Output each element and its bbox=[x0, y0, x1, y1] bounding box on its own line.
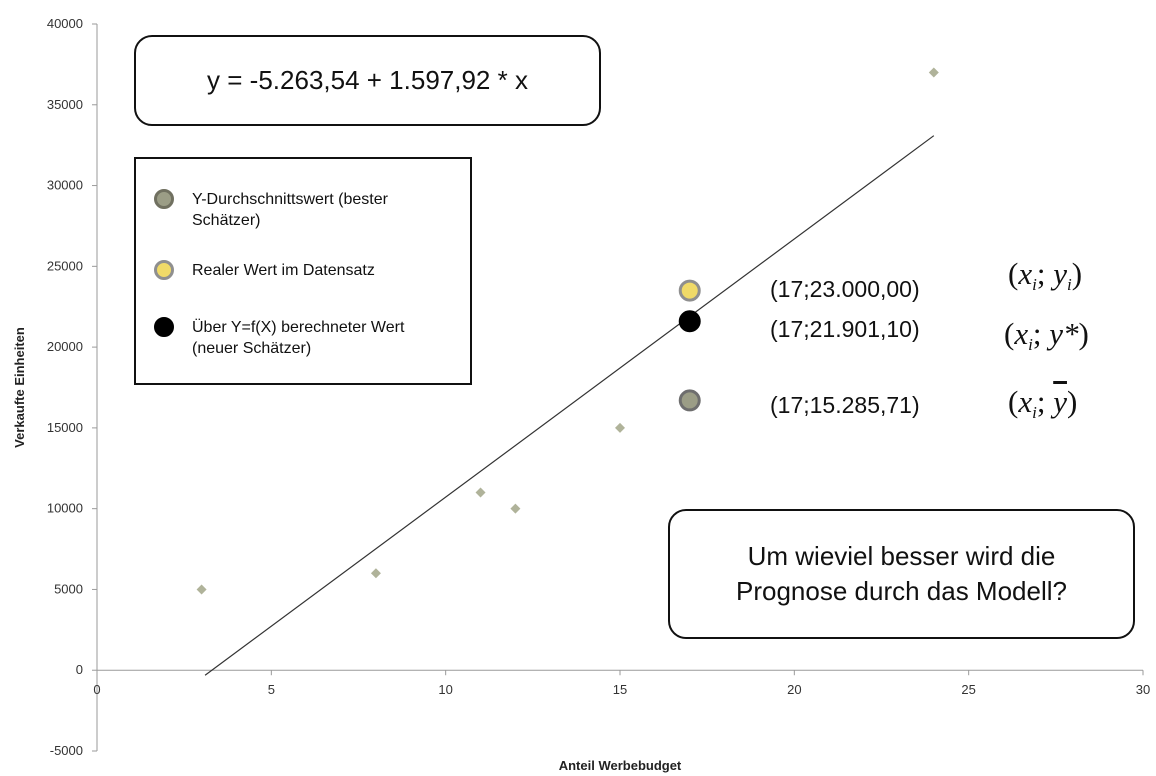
x-tick-label: 15 bbox=[613, 682, 627, 697]
y-axis-title: Verkaufte Einheiten bbox=[12, 327, 27, 448]
question-text: Um wieviel besser wird die Prognose durc… bbox=[736, 539, 1067, 609]
axes bbox=[96, 24, 1143, 751]
math-label-mean: (xi; y) bbox=[1008, 384, 1078, 422]
legend-label-mean: Y-Durchschnittswert (bester Schätzer) bbox=[192, 191, 388, 229]
highlight-point bbox=[678, 389, 701, 412]
y-tick-label: 25000 bbox=[47, 258, 83, 273]
x-tick-label: 25 bbox=[961, 682, 975, 697]
coord-label-model: (17;21.901,10) bbox=[770, 316, 920, 342]
regression-line bbox=[204, 135, 935, 676]
data-point bbox=[928, 67, 939, 78]
equation-box: y = -5.263,54 + 1.597,92 * x bbox=[134, 35, 601, 126]
x-tick-label: 20 bbox=[787, 682, 801, 697]
highlight-layer bbox=[678, 279, 701, 412]
y-tick-label: 15000 bbox=[47, 420, 83, 435]
legend-marker-real bbox=[154, 260, 174, 280]
ticks: -5000 0 5000 10000 15000 20000 25000 30000 35000… bbox=[47, 16, 1150, 758]
legend-item-model: Über Y=f(X) berechneter Wert (neuer Schä… bbox=[154, 317, 452, 359]
coord-label-real: (17;23.000,00) bbox=[770, 276, 920, 302]
question-line-2: Prognose durch das Modell? bbox=[736, 576, 1067, 606]
regression-equation: y = -5.263,54 + 1.597,92 * x bbox=[207, 65, 528, 95]
legend-marker-mean bbox=[154, 189, 174, 209]
y-tick-label: 20000 bbox=[47, 339, 83, 354]
question-box: Um wieviel besser wird die Prognose durc… bbox=[668, 509, 1135, 639]
legend-item-mean: Y-Durchschnittswert (bester Schätzer) bbox=[154, 189, 452, 231]
y-tick-label: 30000 bbox=[47, 178, 83, 193]
question-line-1: Um wieviel besser wird die bbox=[747, 541, 1056, 571]
data-point bbox=[370, 568, 381, 579]
y-tick-label: 10000 bbox=[47, 501, 83, 516]
regression-layer bbox=[204, 135, 935, 676]
legend: Y-Durchschnittswert (bester Schätzer) Re… bbox=[134, 157, 472, 385]
x-tick-label: 10 bbox=[438, 682, 452, 697]
points-layer bbox=[196, 67, 939, 595]
y-tick-label: 0 bbox=[76, 662, 83, 677]
x-tick-label: 30 bbox=[1136, 682, 1150, 697]
highlight-point bbox=[678, 310, 701, 333]
y-tick-label: 5000 bbox=[54, 581, 83, 596]
legend-marker-model bbox=[154, 317, 174, 337]
y-tick-label: -5000 bbox=[50, 743, 83, 758]
data-point bbox=[510, 503, 521, 514]
x-tick-label: 5 bbox=[268, 682, 275, 697]
y-tick-label: 35000 bbox=[47, 97, 83, 112]
math-label-model: (xi; y*) bbox=[1004, 316, 1089, 354]
data-point bbox=[615, 422, 625, 433]
legend-label-real: Realer Wert im Datensatz bbox=[192, 262, 375, 279]
data-point bbox=[475, 487, 486, 498]
x-axis-title: Anteil Werbebudget bbox=[559, 758, 682, 773]
x-tick-label: 0 bbox=[93, 682, 100, 697]
y-tick-label: 40000 bbox=[47, 16, 83, 31]
math-label-real: (xi; yi) bbox=[1008, 256, 1083, 294]
coord-label-mean: (17;15.285,71) bbox=[770, 392, 920, 418]
legend-item-real: Realer Wert im Datensatz bbox=[154, 260, 452, 281]
legend-label-model: Über Y=f(X) berechneter Wert (neuer Schä… bbox=[192, 319, 405, 357]
data-point bbox=[196, 584, 207, 595]
highlight-point bbox=[678, 279, 701, 302]
